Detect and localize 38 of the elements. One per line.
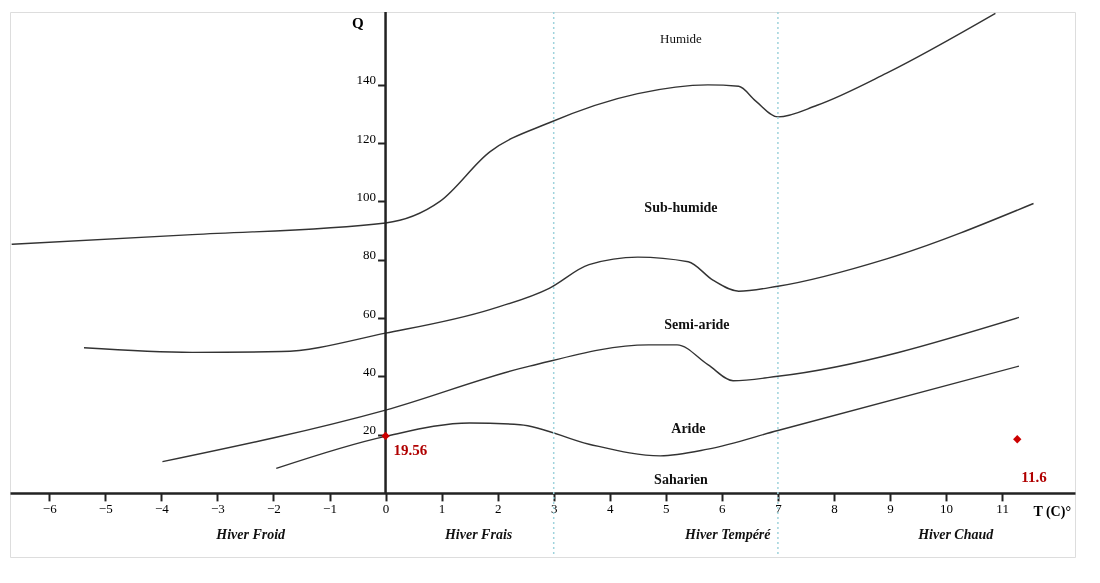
x-tick-label: 3: [550, 501, 558, 517]
x-tick-label: 0: [382, 501, 390, 517]
x-axis-title: T (C)°: [1033, 503, 1071, 520]
annotation: Semi-aride: [664, 317, 730, 333]
y-tick-label: 120: [356, 130, 377, 146]
annotation: Hiver Frais: [443, 527, 513, 543]
x-tick-label: 4: [607, 501, 615, 517]
annotation: 11.6: [1021, 469, 1048, 486]
annotation: Hiver Tempéré: [684, 527, 772, 543]
x-tick-label: 7: [775, 501, 783, 517]
y-axis-title: Q: [351, 15, 364, 31]
y-tick-label: 60: [363, 305, 377, 321]
x-tick-label: 5: [663, 501, 670, 517]
x-tick-label: 6: [719, 501, 727, 517]
annotation: Hiver Chaud: [917, 527, 995, 543]
x-tick-label: 8: [831, 501, 838, 517]
x-tick-label: 1: [438, 501, 446, 517]
x-tick-label: 10: [940, 501, 954, 517]
y-tick-label: 20: [363, 422, 377, 438]
y-tick-label: 100: [356, 188, 377, 204]
x-tick-label: 9: [887, 501, 894, 517]
annotation: 19.56: [393, 441, 428, 458]
y-tick-label: 140: [356, 72, 377, 88]
x-tick-label: 2: [494, 501, 502, 517]
x-tick-label: −5: [98, 501, 113, 517]
x-tick-label: −4: [154, 501, 170, 517]
annotation: Humide: [660, 31, 703, 47]
annotation: Aride: [671, 420, 706, 436]
annotation: Sub-humide: [644, 200, 718, 216]
x-tick-label: −6: [42, 501, 58, 517]
annotation: Saharien: [654, 472, 708, 488]
x-tick-label: −3: [210, 501, 225, 517]
x-tick-label: −1: [323, 501, 337, 517]
x-tick-label: −2: [267, 501, 281, 517]
annotation: Hiver Froid: [215, 527, 287, 543]
y-tick-label: 40: [363, 363, 377, 379]
x-tick-label: 11: [996, 501, 1009, 517]
y-tick-label: 80: [363, 247, 377, 263]
